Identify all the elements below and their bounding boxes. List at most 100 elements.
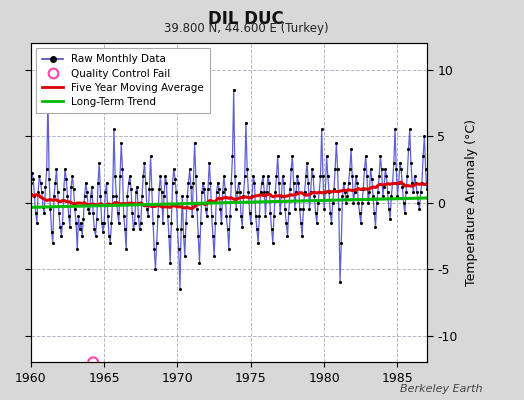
Point xyxy=(36,180,45,186)
Point xyxy=(435,273,443,279)
Point xyxy=(445,206,453,212)
Point xyxy=(283,233,292,239)
Point xyxy=(222,213,231,219)
Point xyxy=(137,219,145,226)
Point xyxy=(102,180,111,186)
Legend: Raw Monthly Data, Quality Control Fail, Five Year Moving Average, Long-Term Tren: Raw Monthly Data, Quality Control Fail, … xyxy=(36,48,211,113)
Point xyxy=(35,173,43,179)
Point xyxy=(42,166,51,172)
Point xyxy=(243,166,252,172)
Point xyxy=(446,189,454,195)
Point xyxy=(129,226,138,232)
Point xyxy=(115,219,123,226)
Point xyxy=(206,180,215,186)
Point xyxy=(61,166,69,172)
Point xyxy=(319,173,327,179)
Point xyxy=(406,126,414,133)
Point xyxy=(439,189,447,195)
Point xyxy=(331,166,340,172)
Point xyxy=(366,166,375,172)
Point xyxy=(247,219,255,226)
Point xyxy=(298,233,307,239)
Point xyxy=(130,219,139,226)
Point xyxy=(86,193,95,199)
Point xyxy=(379,193,387,199)
Point xyxy=(167,219,176,226)
Point xyxy=(449,153,457,159)
Point xyxy=(286,186,294,192)
Point xyxy=(342,200,351,206)
Point xyxy=(32,219,41,226)
Point xyxy=(387,193,396,199)
Point xyxy=(386,216,395,222)
Point xyxy=(73,246,81,252)
Point xyxy=(40,210,48,216)
Point xyxy=(401,210,409,216)
Point xyxy=(106,239,114,246)
Point xyxy=(50,193,58,199)
Point xyxy=(383,173,391,179)
Point xyxy=(416,206,424,212)
Point xyxy=(196,219,205,226)
Point xyxy=(95,160,103,166)
Point xyxy=(34,189,42,195)
Point xyxy=(233,189,242,195)
Point xyxy=(188,213,196,219)
Point xyxy=(156,173,165,179)
Point xyxy=(234,180,243,186)
Point xyxy=(309,173,318,179)
Point xyxy=(363,173,371,179)
Point xyxy=(179,233,188,239)
Point xyxy=(199,180,208,186)
Point xyxy=(310,193,319,199)
Point xyxy=(128,210,136,216)
Point xyxy=(88,184,96,190)
Point xyxy=(451,160,459,166)
Point xyxy=(359,186,367,192)
Point xyxy=(370,210,378,216)
Point xyxy=(261,213,270,219)
Point xyxy=(166,259,174,266)
Point xyxy=(336,279,344,286)
Point xyxy=(412,180,420,186)
Point xyxy=(80,193,89,199)
Point xyxy=(244,189,253,195)
Point xyxy=(252,213,260,219)
Point xyxy=(172,189,180,195)
Point xyxy=(375,173,384,179)
Point xyxy=(66,223,74,230)
Point xyxy=(28,170,36,176)
Point xyxy=(304,180,312,186)
Point xyxy=(124,180,133,186)
Point xyxy=(85,210,94,216)
Point xyxy=(303,160,311,166)
Point xyxy=(354,200,363,206)
Point xyxy=(424,180,432,186)
Point xyxy=(260,189,268,195)
Point xyxy=(237,213,245,219)
Point xyxy=(292,189,300,195)
Point xyxy=(31,210,40,216)
Point xyxy=(245,210,254,216)
Point xyxy=(108,193,117,199)
Point xyxy=(113,210,122,216)
Point xyxy=(318,126,326,133)
Point xyxy=(209,233,217,239)
Point xyxy=(134,213,143,219)
Point xyxy=(190,140,199,146)
Point xyxy=(357,219,365,226)
Point xyxy=(200,186,209,192)
Point xyxy=(432,176,441,182)
Point xyxy=(193,206,201,212)
Point xyxy=(408,180,417,186)
Point xyxy=(307,189,315,195)
Point xyxy=(344,180,353,186)
Point xyxy=(52,166,61,172)
Point xyxy=(217,219,226,226)
Point xyxy=(157,189,166,195)
Point xyxy=(119,213,128,219)
Point xyxy=(429,200,437,206)
Point xyxy=(434,153,442,159)
Point xyxy=(170,166,178,172)
Point xyxy=(440,173,448,179)
